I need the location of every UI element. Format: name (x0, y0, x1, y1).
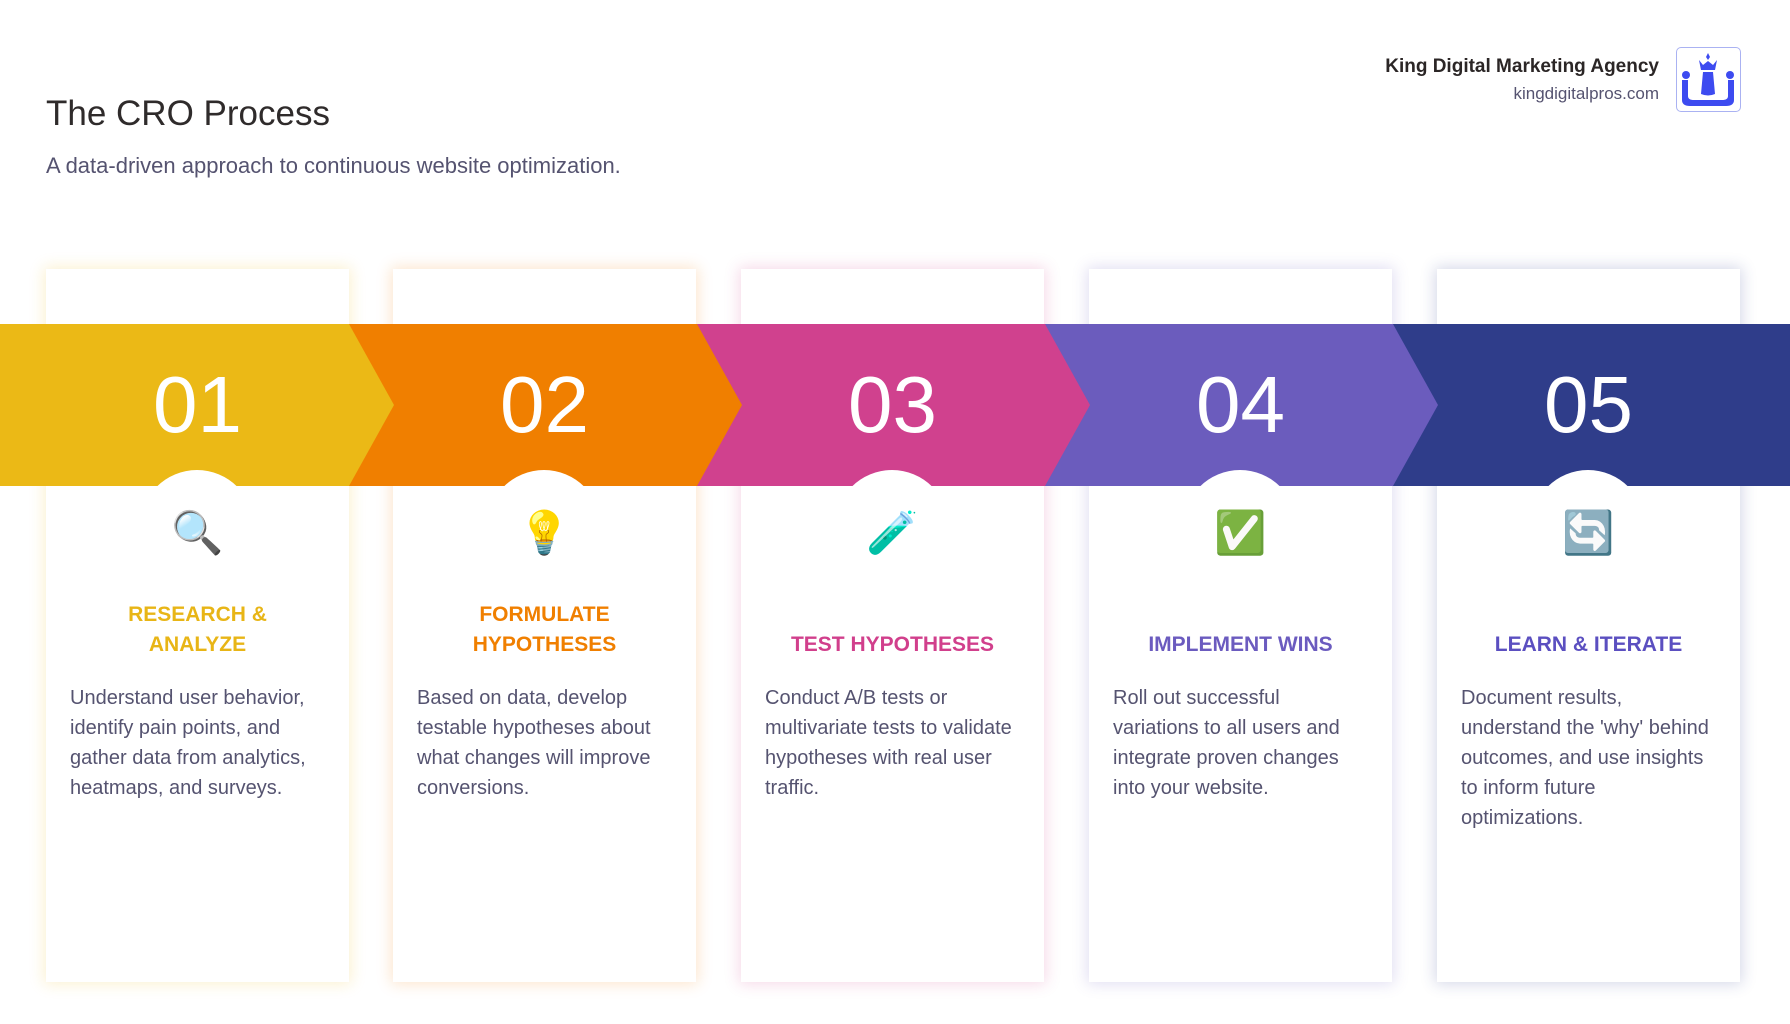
step-number: 01 (153, 360, 242, 449)
step-description: Based on data, develop testable hypothes… (417, 687, 651, 799)
icon-circle (835, 470, 949, 584)
step-title: TEST HYPOTHESES (790, 633, 995, 656)
step-band-05 (1393, 324, 1790, 486)
light-bulb-icon: 💡 (518, 508, 571, 557)
icon-circle (1531, 470, 1645, 584)
refresh-icon: 🔄 (1562, 508, 1615, 557)
magnifying-glass-icon: 🔍 (171, 508, 224, 557)
step-number: 04 (1196, 360, 1285, 449)
step-description: Roll out successful variations to all us… (1113, 687, 1340, 799)
step-band-02 (349, 324, 742, 486)
test-tube-icon: 🧪 (866, 508, 919, 557)
step-number: 03 (848, 360, 937, 449)
page-subtitle: A data-driven approach to continuous web… (46, 153, 621, 178)
step-title: FORMULATE HYPOTHESES (472, 603, 617, 656)
step-description: Conduct A/B tests or multivariate tests … (765, 687, 1012, 799)
brand-block: King Digital Marketing Agency kingdigita… (1385, 56, 1659, 104)
step-title: IMPLEMENT WINS (1148, 633, 1333, 656)
step-band-04 (1045, 324, 1438, 486)
step-number: 02 (500, 360, 589, 449)
step-band-01 (0, 324, 394, 486)
icon-circle (487, 470, 601, 584)
step-band-03 (697, 324, 1090, 486)
icon-circle (1183, 470, 1297, 584)
brand-name: King Digital Marketing Agency (1385, 56, 1659, 77)
check-mark-icon: ✅ (1214, 508, 1267, 557)
brand-url: kingdigitalpros.com (1513, 84, 1659, 103)
page-title: The CRO Process (46, 94, 330, 133)
step-description: Document results, understand the 'why' b… (1461, 687, 1709, 829)
step-title: LEARN & ITERATE (1494, 633, 1683, 656)
step-number: 05 (1544, 360, 1633, 449)
step-description: Understand user behavior, identify pain … (70, 687, 306, 799)
icon-circle (140, 470, 254, 584)
brand-logo-icon (1676, 47, 1741, 112)
step-title: RESEARCH & ANALYZE (128, 603, 267, 656)
